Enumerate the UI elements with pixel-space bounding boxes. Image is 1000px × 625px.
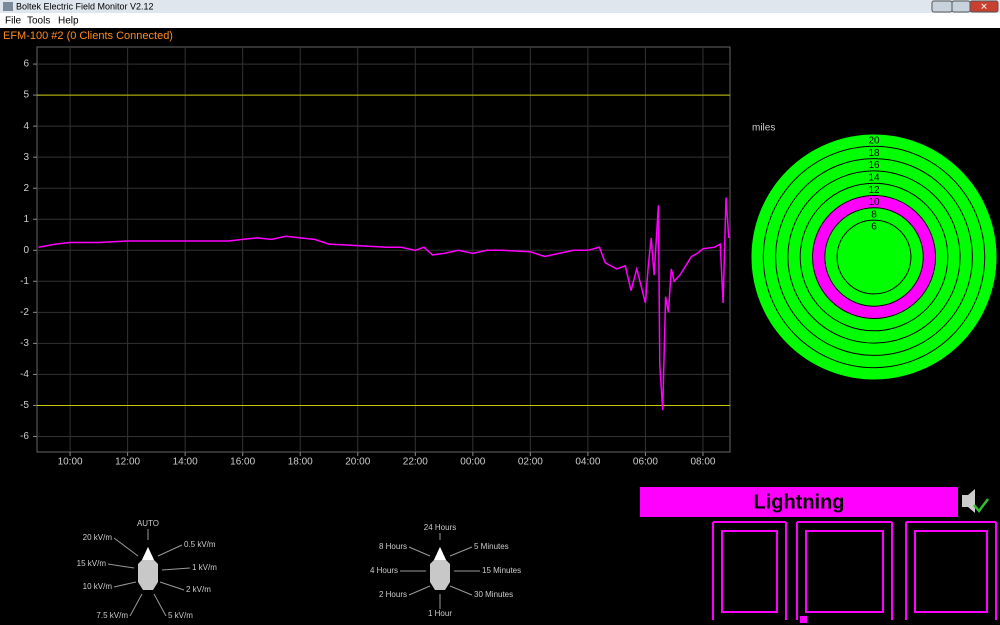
y-tick-label: -1 — [20, 276, 29, 287]
knob[interactable] — [138, 547, 158, 590]
knob-tick — [153, 593, 167, 617]
knob-tick — [113, 581, 137, 588]
x-tick-label: 12:00 — [115, 457, 140, 468]
x-tick-label: 00:00 — [460, 457, 485, 468]
knob-tick — [157, 544, 183, 557]
y-tick-label: 1 — [23, 214, 29, 225]
close-icon: ✕ — [980, 1, 988, 11]
x-tick-label: 08:00 — [690, 457, 715, 468]
alarm-icon[interactable] — [962, 489, 989, 514]
radar-unit: miles — [752, 123, 775, 134]
y-tick-label: 2 — [23, 183, 29, 194]
x-tick-label: 16:00 — [230, 457, 255, 468]
maximize-button[interactable] — [951, 0, 971, 13]
knob-label: 2 kV/m — [186, 585, 211, 594]
device-status: EFM-100 #2 (0 Clients Connected) — [3, 30, 173, 42]
digit — [905, 521, 997, 620]
menu-bar — [0, 13, 1000, 28]
menu-item[interactable]: Help — [58, 16, 79, 27]
knob-label: 2 Hours — [379, 590, 407, 599]
knob-label: 1 Hour — [428, 609, 452, 618]
knob-label: 0.5 kV/m — [184, 540, 216, 549]
knob-label: 15 Minutes — [482, 566, 521, 575]
knob-label: 5 Minutes — [474, 542, 509, 551]
x-tick-label: 14:00 — [173, 457, 198, 468]
y-tick-label: -5 — [20, 400, 29, 411]
knob-tick — [107, 563, 135, 569]
x-tick-label: 06:00 — [633, 457, 658, 468]
ring-label: 8 — [871, 209, 877, 220]
knob-label: 4 Hours — [370, 566, 398, 575]
x-tick-label: 18:00 — [288, 457, 313, 468]
knob-body — [430, 547, 450, 590]
y-tick-label: -6 — [20, 431, 29, 442]
range-ring — [836, 219, 912, 295]
ring-label: 20 — [868, 136, 880, 147]
knob-label: 7.5 kV/m — [96, 611, 128, 620]
menu-item[interactable]: Tools — [27, 16, 50, 27]
knob-tick — [161, 567, 191, 571]
knob-body — [138, 547, 158, 590]
y-tick-label: -4 — [20, 369, 29, 380]
ring-label: 14 — [868, 173, 880, 184]
knob-tick — [408, 585, 431, 596]
digit-display — [712, 521, 997, 623]
knob-label: 8 Hours — [379, 542, 407, 551]
knob-tick — [449, 585, 473, 596]
ring-label: 18 — [868, 148, 880, 159]
ring-label: 6 — [871, 222, 877, 233]
lightning-label: Lightning — [753, 491, 844, 513]
x-tick-label: 04:00 — [575, 457, 600, 468]
knob-label: 20 kV/m — [83, 533, 113, 542]
lightning-bar — [640, 487, 958, 517]
data-line — [38, 197, 730, 411]
minimize-button[interactable] — [931, 0, 953, 13]
menu-item[interactable]: File — [5, 16, 22, 27]
knob-tick — [113, 537, 139, 557]
ring-label: 16 — [868, 160, 880, 171]
x-tick-label: 22:00 — [403, 457, 428, 468]
y-tick-label: 4 — [23, 121, 29, 132]
ring-label: 10 — [868, 197, 880, 208]
plot-area — [36, 46, 731, 453]
knob-label: 30 Minutes — [474, 590, 513, 599]
knob-label: 24 Hours — [424, 523, 456, 532]
title-bar — [0, 0, 1000, 13]
knob-tick — [129, 593, 143, 617]
knob[interactable] — [430, 547, 450, 590]
y-tick-label: 0 — [23, 245, 29, 256]
app-icon — [3, 2, 13, 11]
knob-label: 15 kV/m — [77, 559, 107, 568]
knob-tick — [408, 546, 431, 557]
knob-pointer — [142, 547, 154, 560]
decimal-point — [800, 616, 807, 623]
speaker-icon — [962, 489, 975, 513]
x-tick-label: 02:00 — [518, 457, 543, 468]
ring-label: 12 — [868, 185, 880, 196]
y-tick-label: 5 — [23, 90, 29, 101]
x-tick-label: 20:00 — [345, 457, 370, 468]
knob-label: 1 kV/m — [192, 563, 217, 572]
close-button[interactable] — [969, 0, 999, 13]
y-tick-label: -2 — [20, 307, 29, 318]
y-tick-label: -3 — [20, 338, 29, 349]
knob-tick — [159, 581, 185, 591]
digit — [712, 521, 787, 620]
digit — [796, 521, 893, 620]
y-tick-label: 3 — [23, 152, 29, 163]
y-tick-label: 6 — [23, 59, 29, 70]
knob-tick — [449, 546, 473, 557]
knob-pointer — [434, 547, 446, 560]
knob-label: 5 kV/m — [168, 611, 193, 620]
check-icon — [973, 498, 989, 514]
knob-label: 10 kV/m — [83, 582, 113, 591]
x-tick-label: 10:00 — [58, 457, 83, 468]
window-title: Boltek Electric Field Monitor V2.12 — [16, 1, 154, 11]
knob-label: AUTO — [137, 519, 159, 528]
